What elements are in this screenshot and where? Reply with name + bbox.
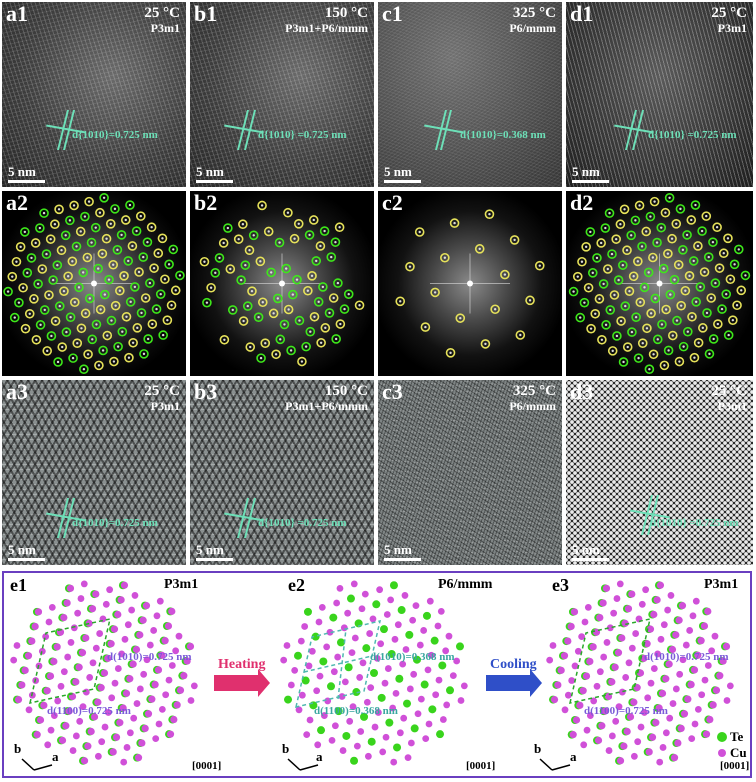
legend-te: Te: [730, 729, 743, 745]
phase-label: P3m1+P6/mmm: [285, 399, 368, 413]
panel-c3: c3 325 °C P6/mmm 5 nm: [378, 380, 562, 565]
fft-spot-overlay: [2, 191, 186, 376]
panel-label-e1: e1: [10, 575, 27, 596]
axis-b-e1: b: [14, 741, 21, 757]
lattice-spacing-marker: [230, 110, 260, 150]
d-spacing-e1-1010: d(1010)=0.725 nm: [107, 651, 192, 663]
temperature-label: 150 °C: [325, 5, 368, 21]
phase-label: P3m1: [151, 399, 180, 413]
temperature-label: 325 °C: [513, 5, 556, 21]
fft-spot-overlay: [190, 191, 374, 376]
phase-label: P3m1: [718, 21, 747, 35]
panel-b1: b1 150 °C P3m1+P6/mmm d{1010} =0.725 nm …: [190, 2, 374, 187]
scale-bar: 5 nm: [384, 165, 421, 183]
phase-label: P3m1: [151, 21, 180, 35]
scale-bar: 5 nm: [196, 543, 233, 561]
panel-a1: a1 25 °C P3m1 d{1010}=0.725 nm 5 nm: [2, 2, 186, 187]
panel-d3: d3 25 °C P3m1 d{1010} =0.725 nm 5 nm: [566, 380, 753, 565]
cooling-label: Cooling: [490, 657, 537, 673]
structure-model-frame: e1 P3m1 d(1010)=0.725 nm d(1100)=0.725 n…: [2, 571, 752, 778]
scale-bar: 5 nm: [572, 543, 609, 561]
zone-axis-e1: [0001]: [192, 760, 221, 772]
axis-a-e3: a: [570, 749, 577, 765]
d-spacing-label: d{1010} =0.725 nm: [648, 129, 737, 141]
scale-bar: 5 nm: [8, 165, 45, 183]
lattice-spacing-marker: [430, 110, 460, 150]
axis-b-e3: b: [534, 741, 541, 757]
panel-c1: c1 325 °C P6/mmm d{1010}=0.368 nm 5 nm: [378, 2, 562, 187]
lattice-spacing-marker: [620, 110, 650, 150]
d-spacing-e2-1100: d(1100)=0.368 nm: [314, 705, 398, 717]
panel-label: b1: [194, 2, 217, 26]
space-group-e3: P3m1: [704, 577, 738, 593]
panel-b3: b3 150 °C P3m1+P6/mmm d{1010} =0.725 nm …: [190, 380, 374, 565]
zone-axis-e2: [0001]: [466, 760, 495, 772]
fft-spot-overlay: [378, 191, 562, 376]
panel-label: a3: [6, 380, 28, 404]
panel-a3: a3 25 °C P3m1 d{1010}=0.725 nm 5 nm: [2, 380, 186, 565]
axis-a-e1: a: [52, 749, 59, 765]
legend-cu: Cu: [730, 745, 747, 761]
panel-b2: b2: [190, 191, 374, 376]
panel-label: b3: [194, 380, 217, 404]
panel-label-e2: e2: [288, 575, 305, 596]
d-spacing-label: d{1010}=0.725 nm: [72, 517, 158, 529]
scale-bar: 5 nm: [384, 543, 421, 561]
panel-c2: c2: [378, 191, 562, 376]
temperature-label: 25 °C: [144, 383, 180, 399]
temperature-label: 325 °C: [513, 383, 556, 399]
phase-label: P6/mmm: [509, 21, 556, 35]
d-spacing-e1-1100: d(1100)=0.725 nm: [47, 705, 131, 717]
d-spacing-label: d{1010}=0.725 nm: [72, 129, 158, 141]
scale-bar: 5 nm: [572, 165, 609, 183]
panel-label: a1: [6, 2, 28, 26]
panel-label: c1: [382, 2, 403, 26]
panel-d1: d1 25 °C P3m1 d{1010} =0.725 nm 5 nm: [566, 2, 753, 187]
lattice-spacing-marker: [636, 495, 666, 535]
temperature-label: 150 °C: [325, 383, 368, 399]
d-spacing-label: d{1010} =0.725 nm: [650, 517, 739, 529]
heating-label: Heating: [218, 657, 265, 673]
axis-b-e2: b: [282, 741, 289, 757]
panel-label: c2: [382, 191, 403, 215]
panel-label: d3: [570, 380, 593, 404]
panel-a2: a2: [2, 191, 186, 376]
d-spacing-label: d{1010} =0.725 nm: [258, 129, 347, 141]
phase-label: P3m1: [718, 399, 747, 413]
panel-d2: d2: [566, 191, 753, 376]
d-spacing-e3-1010: d(1010)=0.725 nm: [644, 651, 729, 663]
space-group-e2: P6/mmm: [438, 577, 492, 593]
space-group-e1: P3m1: [164, 577, 198, 593]
temperature-label: 25 °C: [711, 5, 747, 21]
panel-label: a2: [6, 191, 28, 215]
temperature-label: 25 °C: [711, 383, 747, 399]
d-spacing-label: d{1010}=0.368 nm: [460, 129, 546, 141]
axis-a-e2: a: [316, 749, 323, 765]
atomic-lattice-diagram: [4, 573, 750, 776]
panel-label: b2: [194, 191, 217, 215]
scale-bar: 5 nm: [8, 543, 45, 561]
temperature-label: 25 °C: [144, 5, 180, 21]
phase-label: P6/mmm: [509, 399, 556, 413]
zone-axis-e3: [0001]: [720, 760, 749, 772]
panel-label: d1: [570, 2, 593, 26]
scale-bar: 5 nm: [196, 165, 233, 183]
d-spacing-e3-1100: d(1100)=0.725 nm: [584, 705, 668, 717]
panel-label-e3: e3: [552, 575, 569, 596]
d-spacing-e2-1010: d(1010)=0.368 nm: [370, 651, 455, 663]
panel-label: d2: [570, 191, 593, 215]
lattice-spacing-marker: [230, 498, 260, 538]
fft-spot-overlay: [566, 191, 753, 376]
d-spacing-label: d{1010} =0.725 nm: [258, 517, 347, 529]
panel-label: c3: [382, 380, 403, 404]
phase-label: P3m1+P6/mmm: [285, 21, 368, 35]
